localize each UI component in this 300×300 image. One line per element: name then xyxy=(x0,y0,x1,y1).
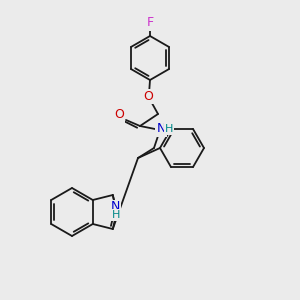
Text: O: O xyxy=(143,89,153,103)
Text: N: N xyxy=(156,122,166,136)
Text: F: F xyxy=(146,16,154,29)
Text: H: H xyxy=(165,124,173,134)
Text: N: N xyxy=(111,200,121,214)
Text: H: H xyxy=(112,210,120,220)
Text: O: O xyxy=(114,109,124,122)
